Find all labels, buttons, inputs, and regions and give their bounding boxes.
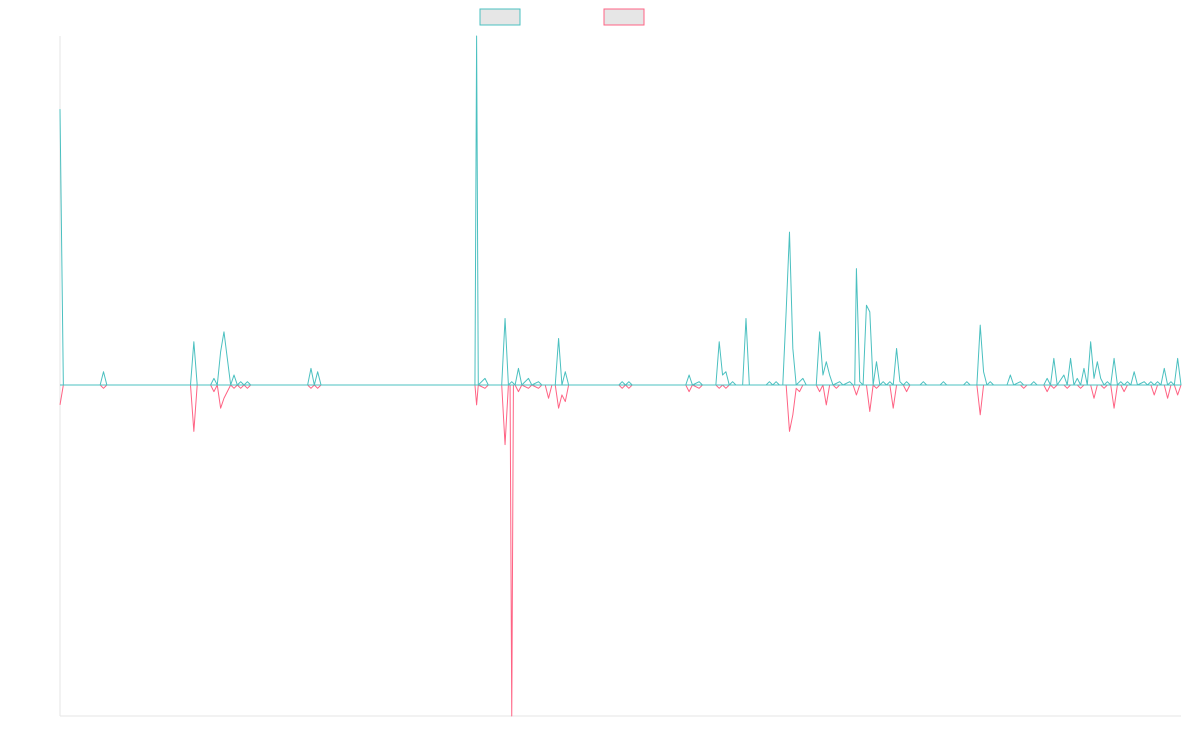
chart-axes: [59, 36, 1181, 717]
plot-area: [59, 35, 1182, 717]
series-line-2: [59, 384, 1182, 717]
legend-swatch-1[interactable]: [479, 8, 521, 26]
legend-swatch-2[interactable]: [603, 8, 645, 26]
series-line-1: [59, 35, 1182, 386]
legend: [479, 8, 645, 26]
